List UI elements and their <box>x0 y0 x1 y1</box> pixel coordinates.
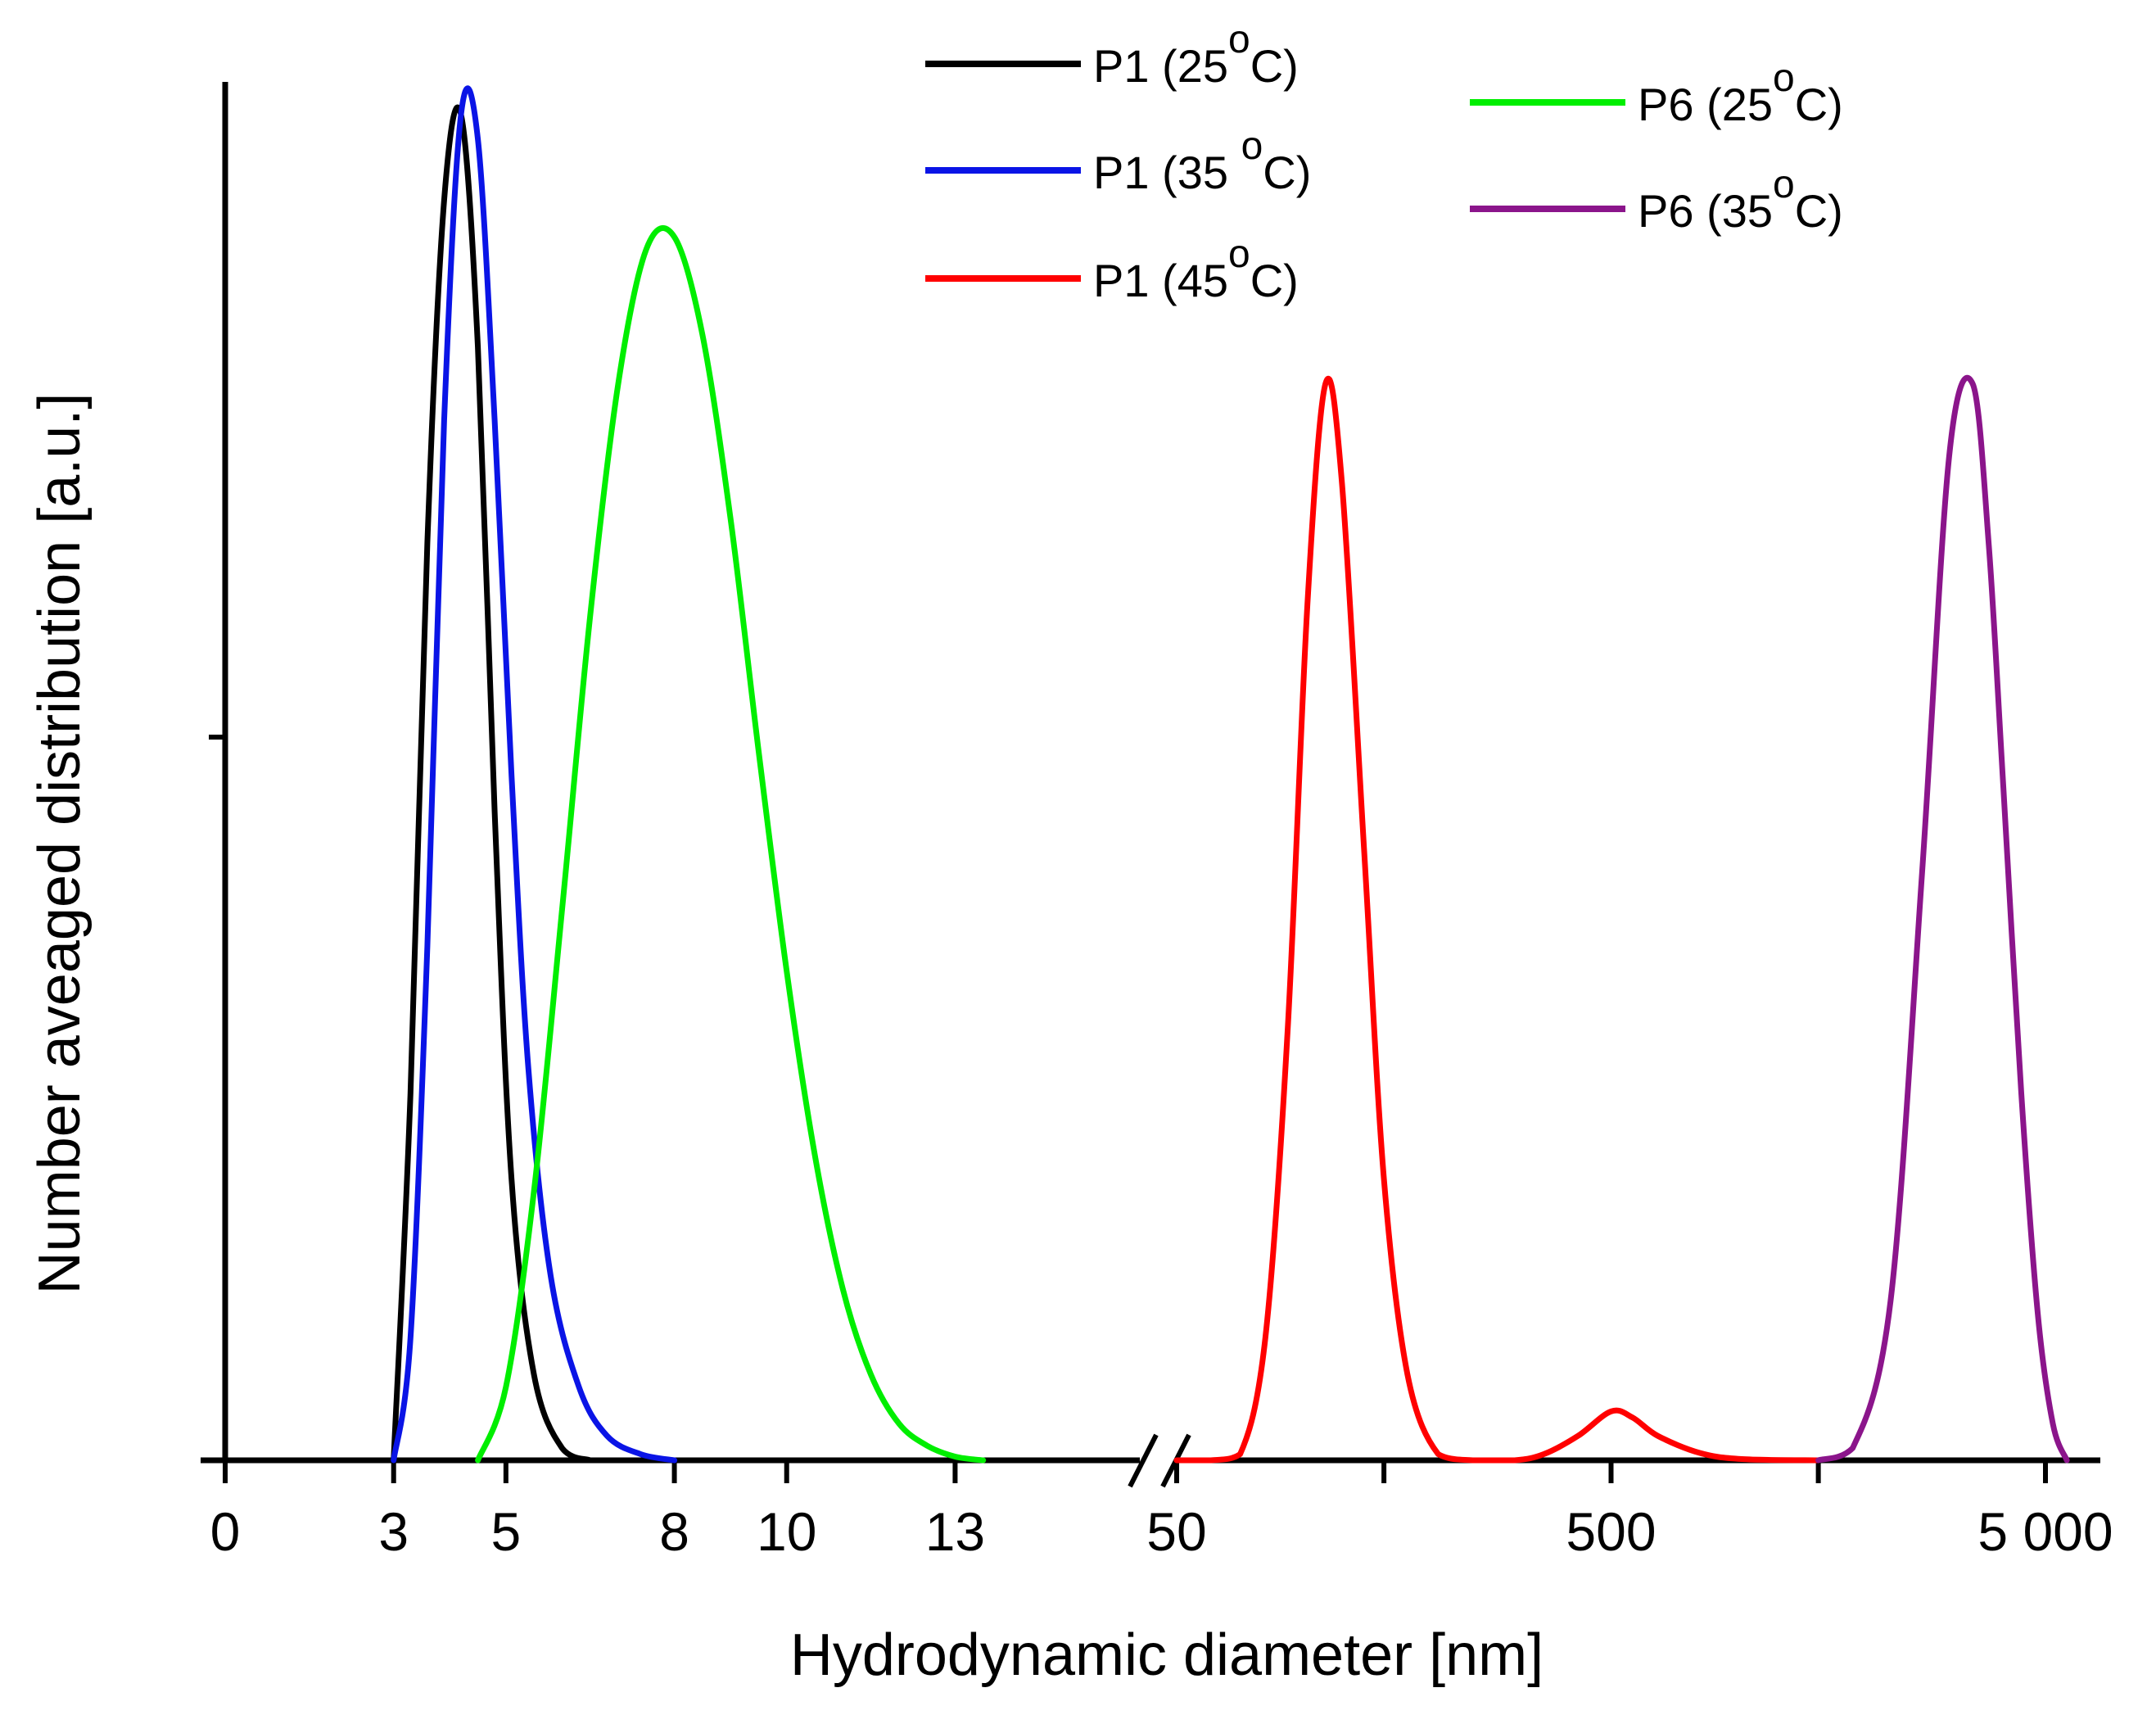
legend-entry: P1 (35 oC) <box>925 124 1311 198</box>
axes: Hydrodynamic diameter [nm] Number aveage… <box>27 82 2100 1688</box>
legend-label: P6 (35oC) <box>1638 163 1843 237</box>
legend-entry: P6 (35oC) <box>1470 163 1843 237</box>
x-tick-label: 0 <box>210 1501 241 1562</box>
x-tick-label: 8 <box>659 1501 689 1562</box>
x-ticks: 0 3 5 8 10 13 50 500 5 000 <box>210 1460 2113 1562</box>
series-line-p6-25-c- <box>478 228 983 1460</box>
x-tick-label: 5 000 <box>1977 1501 2113 1562</box>
x-tick-label: 10 <box>757 1501 816 1562</box>
x-tick-label: 13 <box>925 1501 985 1562</box>
x-tick-label: 500 <box>1566 1501 1656 1562</box>
x-tick-label: 3 <box>378 1501 409 1562</box>
legend-entry: P6 (25oC) <box>1470 57 1843 130</box>
plot-series <box>394 88 2067 1460</box>
legend-label: P1 (35 oC) <box>1093 124 1311 198</box>
series-line-p1-45-c- <box>1177 378 1819 1460</box>
legend: P1 (25oC) P1 (35 oC) P6 (25oC) P1 (45oC) P6 … <box>925 18 1843 306</box>
y-axis-title: Number aveaged distribution [a.u.] <box>27 393 93 1295</box>
series-line-p1-25-c- <box>394 107 590 1460</box>
x-tick-label: 5 <box>490 1501 521 1562</box>
legend-entry: P1 (25oC) <box>925 18 1299 92</box>
legend-label: P1 (45oC) <box>1093 233 1299 306</box>
legend-entry: P1 (45oC) <box>925 233 1299 306</box>
series-line-p6-35-c- <box>1819 378 2068 1460</box>
legend-label: P6 (25oC) <box>1638 57 1843 130</box>
x-tick-label: 50 <box>1146 1501 1206 1562</box>
legend-label: P1 (25oC) <box>1093 18 1299 92</box>
x-axis-title: Hydrodynamic diameter [nm] <box>790 1622 1544 1688</box>
